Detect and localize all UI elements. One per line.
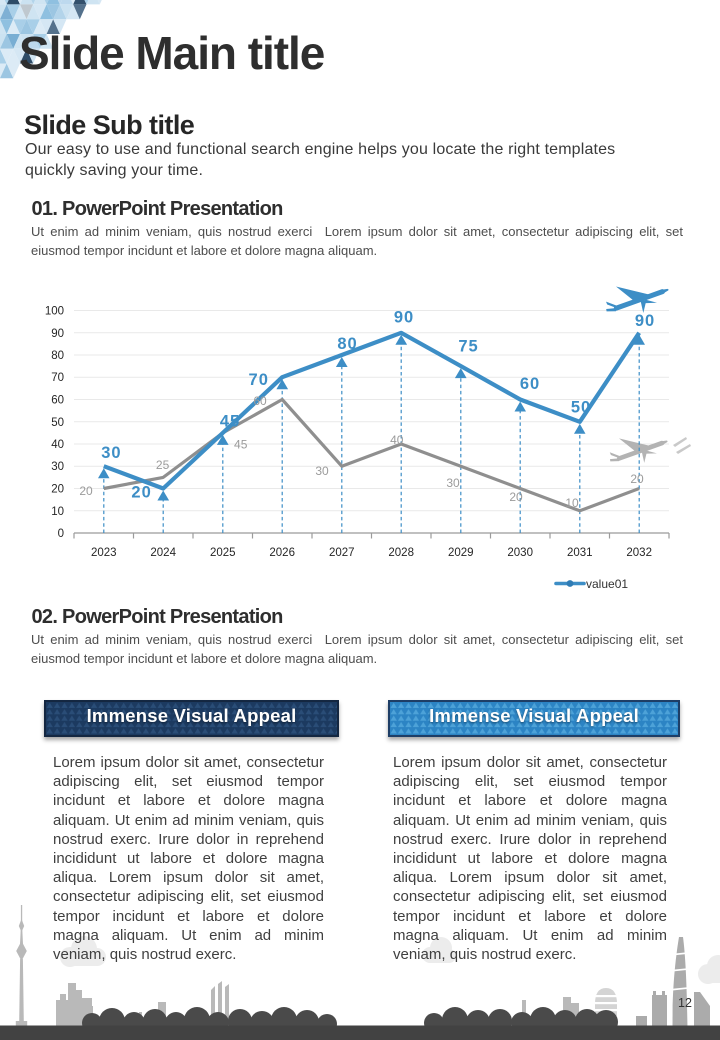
svg-text:2032: 2032 xyxy=(626,547,652,559)
svg-text:2025: 2025 xyxy=(210,547,236,559)
svg-text:30: 30 xyxy=(315,464,329,478)
svg-text:40: 40 xyxy=(51,439,64,451)
svg-text:2024: 2024 xyxy=(150,547,176,559)
svg-text:70: 70 xyxy=(249,371,269,389)
svg-text:20: 20 xyxy=(131,484,151,502)
svg-text:2030: 2030 xyxy=(507,547,533,559)
svg-text:30: 30 xyxy=(446,476,460,490)
svg-text:75: 75 xyxy=(458,338,478,356)
svg-text:50: 50 xyxy=(571,399,591,417)
svg-text:10: 10 xyxy=(51,506,64,518)
svg-text:90: 90 xyxy=(635,312,655,330)
svg-text:2023: 2023 xyxy=(91,547,117,559)
svg-text:0: 0 xyxy=(58,528,64,540)
svg-text:20: 20 xyxy=(630,472,644,486)
svg-text:30: 30 xyxy=(51,461,64,473)
svg-text:2027: 2027 xyxy=(329,547,355,559)
svg-text:60: 60 xyxy=(520,375,540,393)
svg-text:60: 60 xyxy=(51,395,64,407)
svg-text:70: 70 xyxy=(51,372,64,384)
svg-text:20: 20 xyxy=(79,484,93,498)
svg-text:30: 30 xyxy=(101,444,121,462)
svg-text:80: 80 xyxy=(51,350,64,362)
svg-text:20: 20 xyxy=(51,484,64,496)
svg-text:2028: 2028 xyxy=(388,547,414,559)
svg-text:2026: 2026 xyxy=(269,547,295,559)
svg-text:20: 20 xyxy=(509,490,523,504)
svg-text:40: 40 xyxy=(390,433,404,447)
svg-text:value01: value01 xyxy=(586,577,628,591)
svg-text:45: 45 xyxy=(234,438,248,452)
svg-text:100: 100 xyxy=(45,306,64,318)
svg-text:12: 12 xyxy=(678,996,692,1010)
svg-text:90: 90 xyxy=(394,309,414,327)
svg-text:50: 50 xyxy=(51,417,64,429)
svg-text:90: 90 xyxy=(51,328,64,340)
svg-text:25: 25 xyxy=(156,458,170,472)
svg-text:2031: 2031 xyxy=(567,547,593,559)
svg-text:2029: 2029 xyxy=(448,547,474,559)
svg-text:80: 80 xyxy=(337,335,357,353)
svg-text:60: 60 xyxy=(253,394,267,408)
svg-text:45: 45 xyxy=(220,413,240,431)
svg-text:10: 10 xyxy=(565,496,579,510)
